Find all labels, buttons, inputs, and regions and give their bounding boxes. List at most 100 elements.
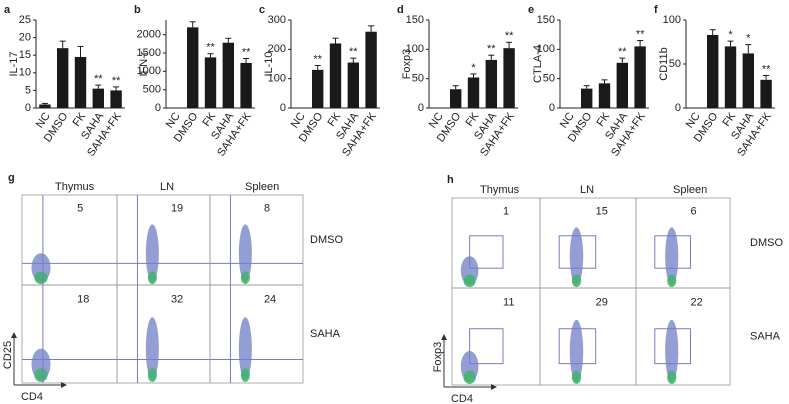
significance: *	[728, 29, 733, 41]
row-label: SAHA	[310, 328, 341, 340]
bar	[450, 89, 462, 108]
bar	[187, 27, 199, 108]
y-tick-label: 500	[143, 84, 161, 96]
percentage: 19	[171, 202, 183, 214]
significance: **	[112, 75, 121, 87]
panel-letter: h	[447, 174, 454, 186]
y-tick-label: 50	[669, 58, 681, 70]
gate-box	[654, 235, 692, 269]
y-tick-label: 100	[537, 43, 555, 55]
cell-cloud-core	[571, 274, 582, 288]
y-tick-label: 150	[406, 14, 424, 26]
significance: **	[313, 53, 322, 65]
y-tick-label: 300	[268, 14, 286, 26]
column-header: Spleen	[673, 184, 707, 196]
percentage: 24	[264, 294, 276, 306]
plot-frame	[539, 287, 637, 386]
y-tick-label: 0	[25, 102, 31, 114]
row-label: SAHA	[750, 330, 781, 342]
significance: **	[762, 63, 771, 75]
y-tick-label: 5	[25, 84, 31, 96]
percentage: 8	[264, 202, 270, 214]
percentage: 11	[503, 296, 514, 308]
y-tick-label: 100	[663, 14, 681, 26]
y-axis-label: Foxp3	[432, 342, 444, 373]
panel-letter: f	[654, 4, 658, 16]
y-tick-label: 50	[543, 73, 555, 85]
percentage: 29	[596, 296, 608, 308]
plot-frame	[116, 194, 211, 286]
cell-cloud-core	[667, 274, 677, 288]
bar	[347, 62, 359, 108]
plot-frame	[635, 197, 731, 289]
column-header: LN	[580, 184, 594, 196]
y-tick-label: 0	[155, 102, 161, 114]
cell-cloud-core	[667, 370, 677, 385]
column-header: Thymus	[480, 184, 520, 196]
y-tick-label: 10	[19, 67, 31, 79]
cell-cloud	[665, 227, 679, 285]
bar	[240, 62, 252, 108]
column-header: Thymus	[55, 181, 95, 193]
bar	[616, 62, 628, 108]
y-tick-label: 1500	[137, 47, 161, 59]
plot-frame	[116, 284, 211, 384]
column-header: Spleen	[245, 181, 279, 193]
y-tick-label: 50	[412, 73, 424, 85]
significance: **	[206, 42, 215, 54]
plot-frame	[635, 287, 731, 386]
y-tick-label: 20	[19, 32, 31, 44]
significance: *	[471, 62, 476, 74]
y-tick-label: 0	[280, 102, 286, 114]
panel-letter: c	[259, 4, 265, 16]
percentage: 6	[691, 205, 697, 217]
bar	[707, 34, 719, 108]
bar	[581, 88, 593, 108]
percentage: 15	[596, 205, 608, 217]
y-axis-label: Foxp3	[401, 49, 413, 80]
bar	[74, 56, 87, 108]
cell-cloud	[569, 227, 584, 285]
significance: *	[746, 33, 751, 45]
panel-letter: b	[134, 4, 141, 16]
cell-cloud	[569, 319, 584, 382]
significance: **	[636, 28, 645, 40]
y-axis-label: CD25	[2, 341, 14, 369]
bar	[39, 104, 51, 108]
cell-cloud-core	[34, 368, 48, 383]
bar	[204, 57, 217, 108]
gate-box	[558, 235, 597, 269]
cell-cloud-core	[463, 274, 476, 288]
bar	[724, 46, 737, 108]
bar	[467, 77, 480, 108]
y-axis-label: IL-17	[8, 51, 20, 76]
cell-cloud	[665, 319, 679, 382]
bar	[742, 53, 754, 108]
y-tick-label: 200	[268, 43, 286, 55]
bar	[329, 43, 342, 108]
cell-cloud-core	[571, 370, 582, 385]
significance: **	[94, 73, 103, 85]
y-axis-label: IFN-r	[138, 51, 150, 76]
y-tick-label: 25	[19, 14, 31, 26]
significance: **	[242, 46, 251, 58]
row-label: DMSO	[310, 234, 343, 246]
plot-frame	[209, 194, 304, 286]
bar	[503, 48, 515, 108]
bar	[92, 88, 104, 108]
column-header: LN	[160, 181, 174, 193]
bar	[598, 83, 611, 108]
y-tick-label: 0	[675, 102, 681, 114]
panel-letter: e	[528, 4, 534, 16]
y-tick-label: 0	[418, 102, 424, 114]
y-tick-label: 100	[268, 73, 286, 85]
percentage: 22	[691, 296, 703, 308]
y-tick-label: 0	[549, 102, 555, 114]
x-axis-label: CD4	[451, 393, 473, 404]
bar	[57, 48, 69, 108]
y-tick-label: 1000	[137, 65, 161, 77]
bar	[634, 46, 646, 108]
y-axis-label: CD11b	[658, 47, 670, 80]
y-axis-label: IL-10	[263, 51, 275, 76]
